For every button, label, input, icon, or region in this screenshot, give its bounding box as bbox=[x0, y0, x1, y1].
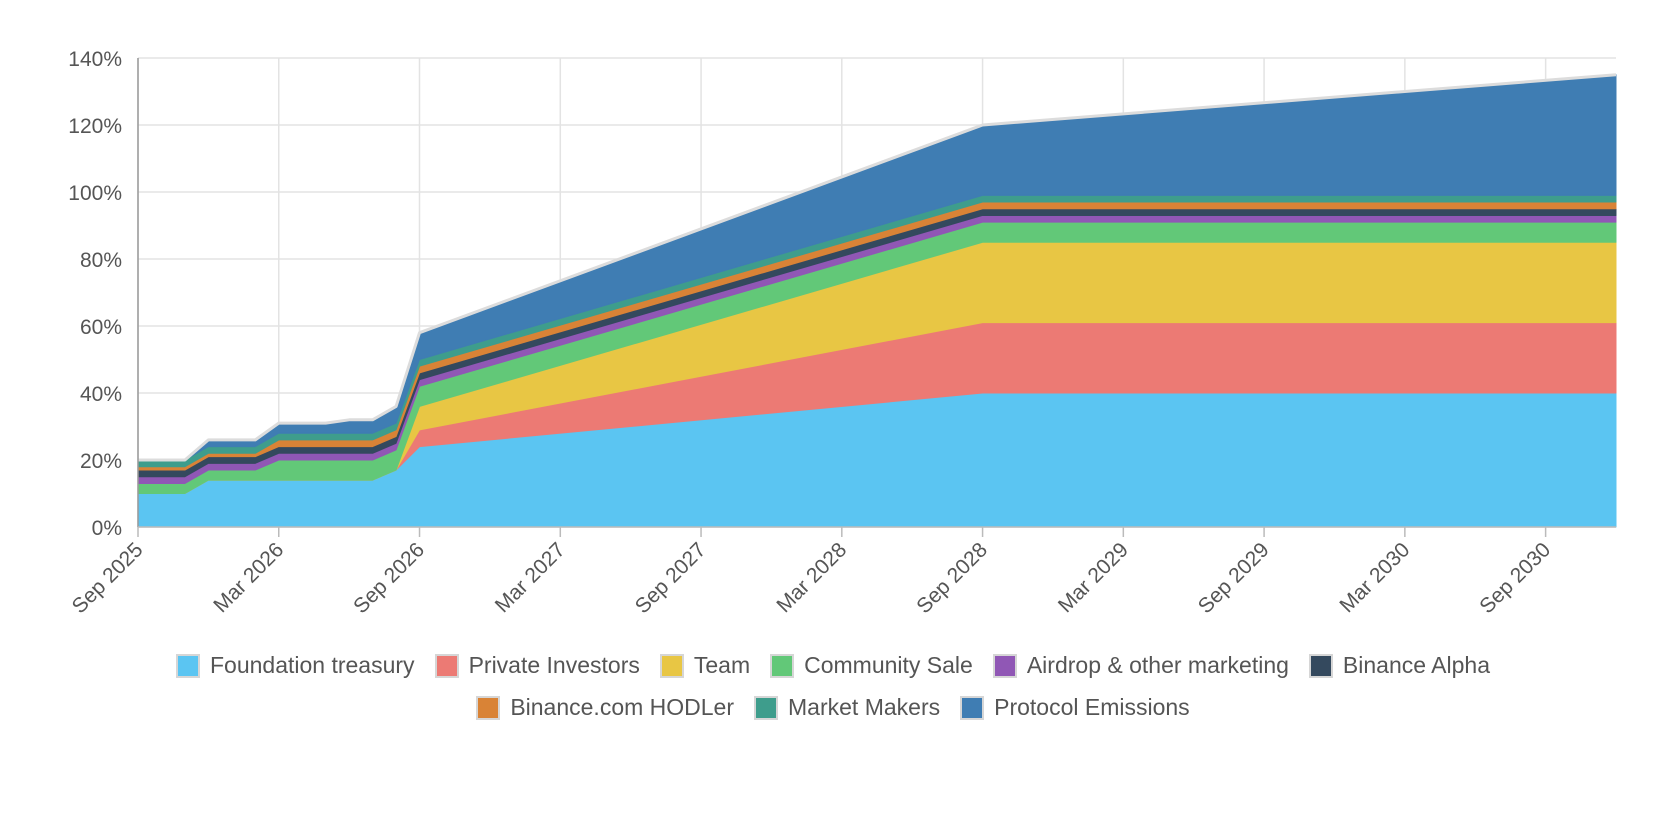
x-tick-label: Sep 2028 bbox=[912, 538, 992, 618]
legend-item[interactable]: Community Sale bbox=[770, 652, 973, 679]
legend-swatch bbox=[1308, 653, 1333, 678]
y-tick-label: 0% bbox=[92, 517, 122, 540]
x-tick-label: Sep 2029 bbox=[1194, 538, 1274, 618]
legend-row-1: Foundation treasury Private Investors Team… bbox=[0, 652, 1666, 679]
y-tick-label: 80% bbox=[80, 249, 122, 272]
legend-item[interactable]: Airdrop & other marketing bbox=[992, 652, 1289, 679]
x-tick-label: Mar 2030 bbox=[1335, 538, 1414, 617]
legend-label: Team bbox=[693, 652, 751, 678]
y-tick-label: 140% bbox=[68, 48, 122, 71]
legend-swatch bbox=[659, 653, 684, 678]
x-tick-label: Sep 2027 bbox=[631, 538, 711, 618]
x-tick-label: Mar 2027 bbox=[491, 538, 570, 617]
legend-item[interactable]: Market Makers bbox=[754, 694, 940, 721]
legend-item[interactable]: Private Investors bbox=[434, 652, 640, 679]
legend-swatch bbox=[992, 653, 1017, 678]
x-tick-label: Sep 2026 bbox=[349, 538, 429, 618]
legend-swatch bbox=[754, 695, 779, 720]
y-tick-label: 60% bbox=[80, 316, 122, 339]
stacked-area-chart: 0% 20% 40% 60% 80% 100% 120% 140% Sep 2025 Mar 20… bbox=[68, 48, 1617, 618]
y-tick-label: 40% bbox=[80, 383, 122, 406]
y-tick-label: 120% bbox=[68, 115, 122, 138]
legend-item[interactable]: Protocol Emissions bbox=[960, 694, 1190, 721]
legend-swatch bbox=[434, 653, 459, 678]
legend-row-2: Binance.com HODLer Market Makers Protocol … bbox=[0, 694, 1666, 721]
legend-item[interactable]: Team bbox=[659, 652, 751, 679]
legend-label: Binance.com HODLer bbox=[510, 694, 735, 720]
legend-label: Private Investors bbox=[468, 652, 640, 678]
legend-item[interactable]: Binance.com HODLer bbox=[476, 694, 734, 721]
y-tick-label: 20% bbox=[80, 450, 122, 473]
legend-swatch bbox=[960, 695, 985, 720]
y-tick-label: 100% bbox=[68, 182, 122, 205]
x-tick-label: Mar 2028 bbox=[772, 538, 851, 617]
x-tick-label: Mar 2029 bbox=[1054, 538, 1133, 617]
x-tick-label: Sep 2030 bbox=[1475, 538, 1555, 618]
x-tick-label: Mar 2026 bbox=[209, 538, 288, 617]
stack-outline bbox=[138, 73, 1617, 462]
legend-label: Binance Alpha bbox=[1342, 652, 1490, 678]
legend-item[interactable]: Foundation treasury bbox=[175, 652, 415, 679]
area-series bbox=[137, 73, 1617, 528]
legend-label: Foundation treasury bbox=[209, 652, 415, 678]
x-tick-label: Sep 2025 bbox=[68, 538, 148, 618]
legend-label: Community Sale bbox=[804, 652, 973, 678]
legend-label: Airdrop & other marketing bbox=[1026, 652, 1289, 678]
legend-label: Protocol Emissions bbox=[994, 694, 1190, 720]
legend-swatch bbox=[476, 695, 501, 720]
legend-swatch bbox=[175, 653, 200, 678]
legend-label: Market Makers bbox=[788, 694, 941, 720]
legend-swatch bbox=[770, 653, 795, 678]
legend-item[interactable]: Binance Alpha bbox=[1308, 652, 1490, 679]
